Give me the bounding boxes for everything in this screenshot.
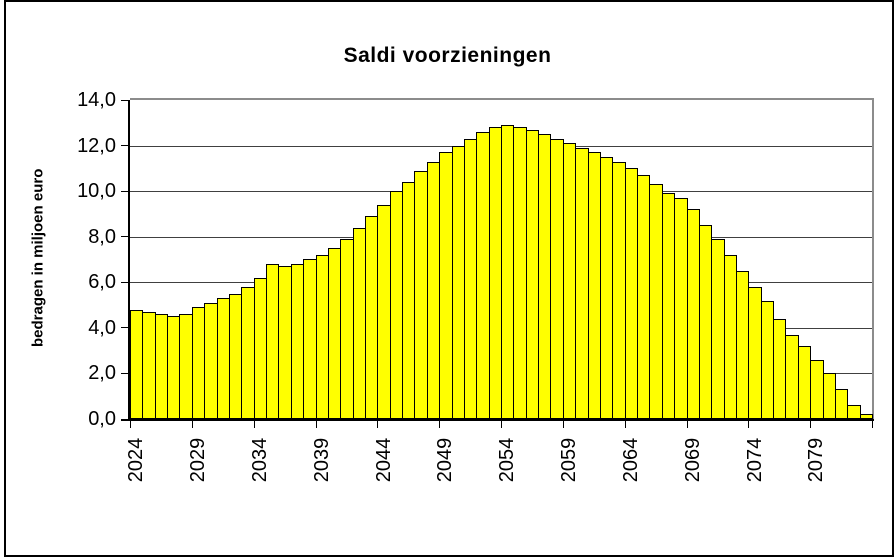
x-axis-line: [121, 419, 874, 421]
bar-2047: [414, 171, 428, 419]
bar-2063: [612, 162, 626, 419]
chart-title: Saldi voorzieningen: [343, 44, 552, 67]
x-tick-20: [377, 421, 378, 428]
bar-2044: [377, 205, 391, 419]
x-tick-label-2034: 2034: [249, 437, 271, 483]
bar-2081: [835, 389, 848, 419]
bar-2071: [711, 239, 725, 419]
bar-2068: [674, 198, 688, 419]
x-tick-55: [810, 421, 811, 428]
y-tick-label-0,0: 0,0: [88, 408, 116, 430]
bar-2058: [550, 139, 564, 419]
x-tick-label-2049: 2049: [434, 437, 456, 483]
plot-area: 0,0 2,0 4,0 6,0 8,0 10,0 12,0 14,0 2024 2029 2034 2…: [77, 89, 874, 482]
y-tick-4,0: [121, 327, 130, 328]
y-tick-12,0: [121, 145, 130, 146]
y-tick-label-8,0: 8,0: [88, 226, 116, 248]
y-tick-6,0: [121, 282, 130, 283]
x-tick-15: [316, 421, 317, 428]
y-tick-label-2,0: 2,0: [88, 362, 116, 384]
bar-2030: [204, 303, 218, 419]
bar-2079: [810, 360, 824, 419]
x-tick-label-2074: 2074: [744, 437, 766, 483]
bar-2028: [179, 314, 193, 419]
x-tick-45: [687, 421, 688, 428]
x-tick-label-2064: 2064: [620, 437, 642, 483]
bar-2025: [142, 312, 156, 419]
x-tick-label-2054: 2054: [496, 437, 518, 483]
x-tick-label-2069: 2069: [682, 437, 704, 483]
y-tick-10,0: [121, 191, 130, 192]
x-tick-40: [625, 421, 626, 428]
bar-2077: [785, 335, 799, 419]
y-axis-line: [128, 100, 130, 421]
x-tick-30: [501, 421, 502, 428]
x-tick-label-2079: 2079: [805, 437, 827, 483]
y-tick-2,0: [121, 373, 130, 374]
x-tick-50: [748, 421, 749, 428]
x-tick-25: [439, 421, 440, 428]
bar-2060: [575, 148, 589, 419]
bar-2066: [649, 184, 663, 419]
y-tick-0,0: [121, 419, 130, 420]
bar-2082: [847, 405, 861, 419]
y-tick-8,0: [121, 236, 130, 237]
bar-2036: [278, 266, 292, 419]
bar-2052: [476, 132, 490, 419]
bar-2033: [241, 287, 255, 419]
x-tick-label-2044: 2044: [373, 437, 395, 483]
bar-2055: [513, 127, 527, 419]
x-tick-label-2039: 2039: [311, 437, 333, 483]
y-tick-label-14,0: 14,0: [77, 89, 116, 111]
bar-2083: [860, 414, 873, 419]
y-tick-label-6,0: 6,0: [88, 271, 116, 293]
bar-2041: [340, 239, 354, 419]
x-tick-10: [254, 421, 255, 428]
x-tick-label-2059: 2059: [558, 437, 580, 483]
x-tick-5: [192, 421, 193, 428]
y-axis-title: bedragen in miljoen euro: [29, 168, 47, 347]
bar-2038: [303, 259, 317, 419]
y-tick-label-12,0: 12,0: [77, 135, 116, 157]
bar-2049: [439, 152, 453, 419]
x-tick-0: [130, 421, 131, 428]
x-tick-35: [563, 421, 564, 428]
x-tick-label-2029: 2029: [187, 437, 209, 483]
x-tick-60: [872, 421, 873, 428]
y-tick-label-10,0: 10,0: [77, 180, 116, 202]
y-tick-label-4,0: 4,0: [88, 317, 116, 339]
x-tick-label-2024: 2024: [125, 437, 147, 483]
y-tick-14,0: [121, 100, 130, 101]
bar-2074: [748, 287, 762, 419]
